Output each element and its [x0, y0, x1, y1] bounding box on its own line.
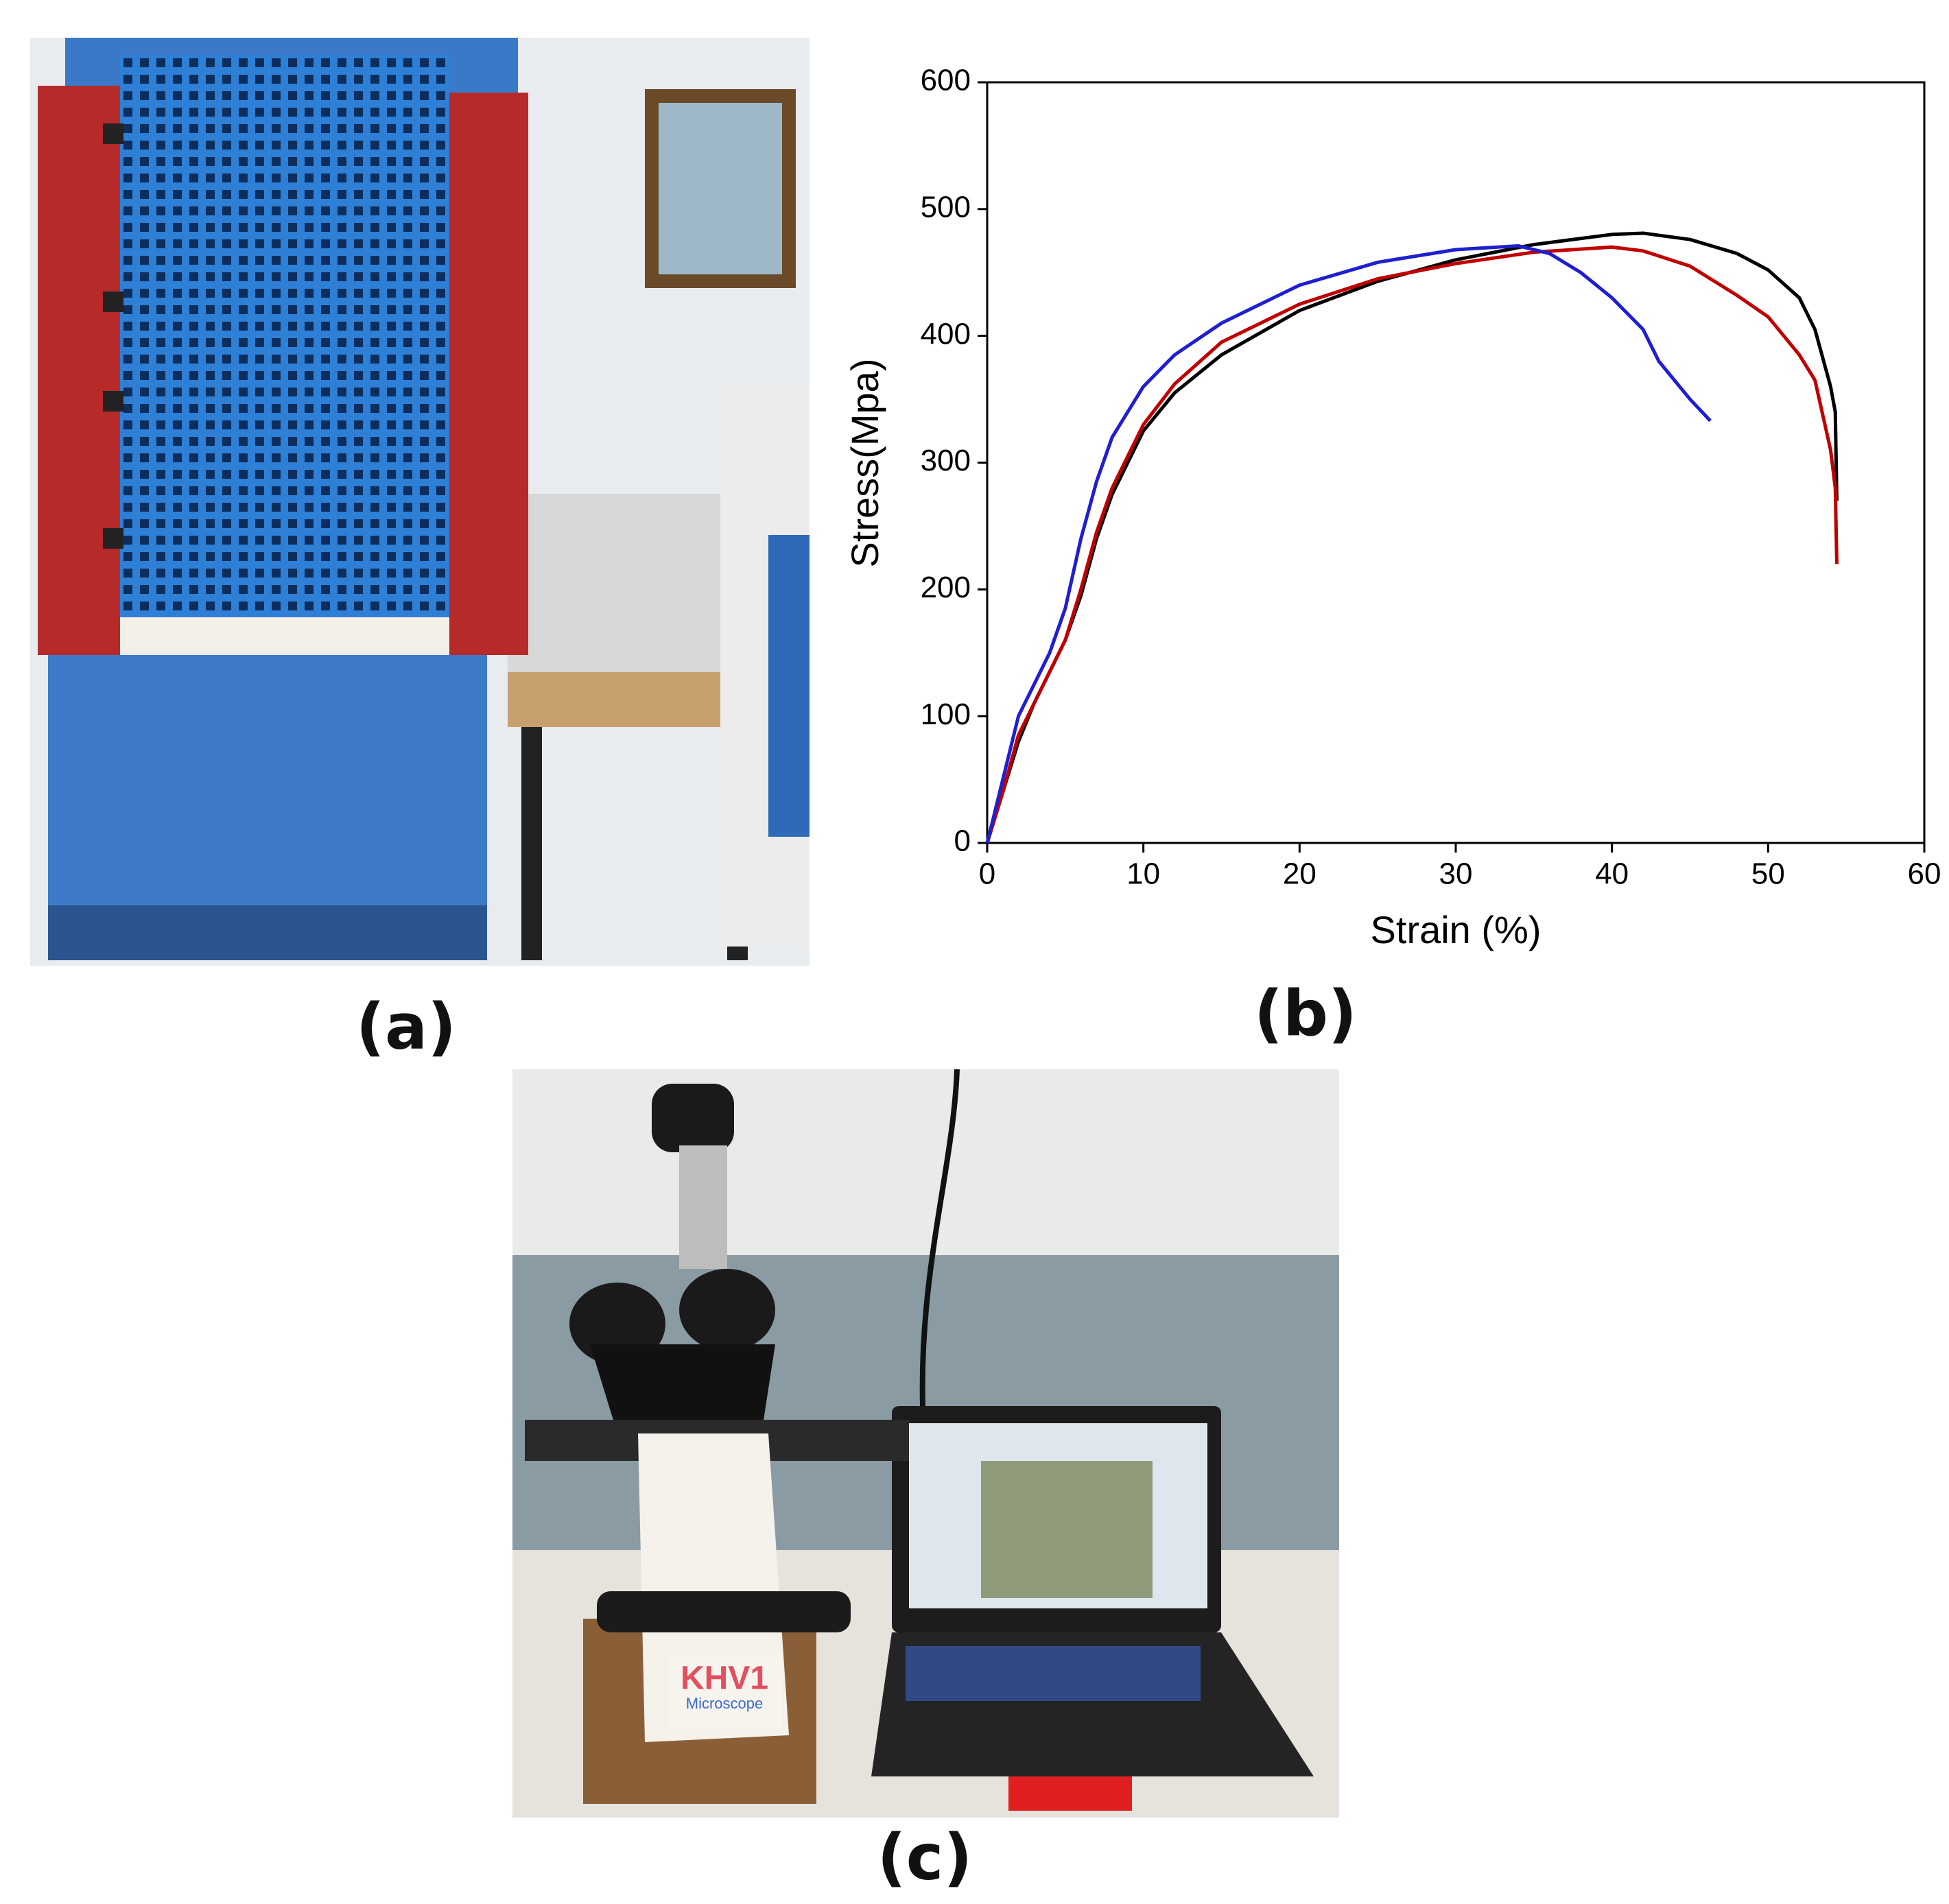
y-tick-label: 0 [954, 824, 971, 858]
stress-strain-curve [985, 245, 1839, 844]
x-axis-title: Strain (%) [1371, 908, 1542, 951]
x-tick-label: 20 [1283, 857, 1316, 891]
y-tick-label: 200 [921, 571, 971, 604]
x-tick-label: 10 [1126, 857, 1160, 891]
x-tick-label: 0 [979, 857, 995, 891]
x-tick-label: 60 [1908, 857, 1941, 891]
photo-testing-machine [30, 38, 810, 966]
stress-strain-curve [985, 231, 1839, 844]
y-tick-label: 300 [921, 444, 971, 477]
photo-microscope [512, 1069, 1339, 1818]
y-axis-title: Stress(Mpa) [843, 359, 886, 568]
photo-label: Microscope [686, 1695, 763, 1712]
photo-label: KHV1 [681, 1661, 768, 1697]
panel-label: (c) [877, 1820, 973, 1894]
x-tick-label: 30 [1439, 857, 1473, 891]
y-tick-label: 600 [921, 64, 971, 97]
x-tick-label: 40 [1595, 857, 1629, 891]
panel-label: (b) [1254, 977, 1357, 1050]
y-tick-label: 400 [921, 317, 971, 350]
panel-label: (a) [356, 990, 456, 1063]
y-tick-label: 100 [921, 698, 971, 731]
stress-strain-chart: Strain (%) Stress(Mpa) 0 10 20 30 40 50 600100… [843, 64, 1941, 951]
x-tick-label: 50 [1751, 857, 1785, 891]
stress-strain-curve [985, 243, 1712, 844]
y-tick-label: 500 [921, 190, 971, 224]
